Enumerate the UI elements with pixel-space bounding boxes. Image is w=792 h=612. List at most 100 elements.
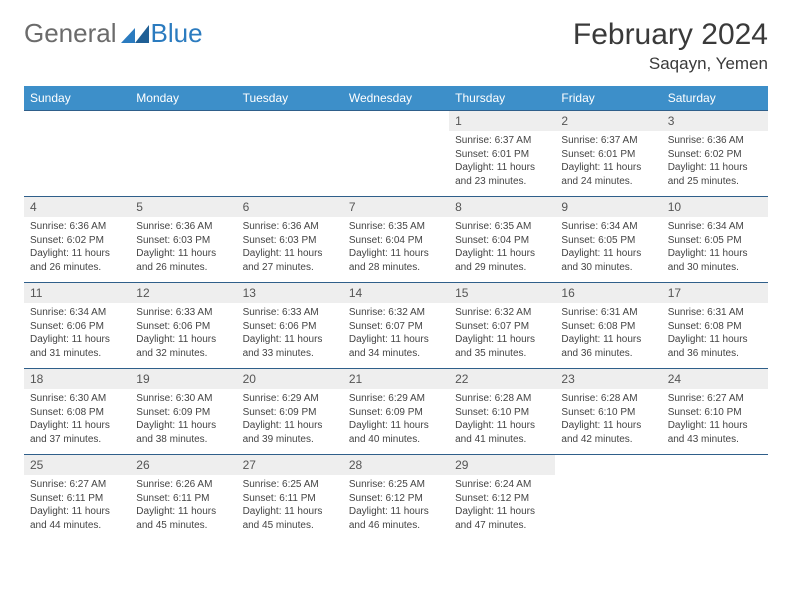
day-data: Sunrise: 6:36 AMSunset: 6:02 PMDaylight:… (662, 131, 768, 194)
day-data: Sunrise: 6:25 AMSunset: 6:11 PMDaylight:… (237, 475, 343, 538)
day-data: Sunrise: 6:24 AMSunset: 6:12 PMDaylight:… (449, 475, 555, 538)
day-number: 24 (662, 369, 768, 389)
day-data: Sunrise: 6:33 AMSunset: 6:06 PMDaylight:… (237, 303, 343, 366)
day-number: 1 (449, 111, 555, 131)
day-data: Sunrise: 6:34 AMSunset: 6:06 PMDaylight:… (24, 303, 130, 366)
day-number: 19 (130, 369, 236, 389)
day-data: Sunrise: 6:36 AMSunset: 6:03 PMDaylight:… (130, 217, 236, 280)
day-data: Sunrise: 6:32 AMSunset: 6:07 PMDaylight:… (343, 303, 449, 366)
weekday-header: Thursday (449, 86, 555, 111)
calendar-cell: 26Sunrise: 6:26 AMSunset: 6:11 PMDayligh… (130, 455, 236, 541)
day-number: 22 (449, 369, 555, 389)
calendar-cell: 16Sunrise: 6:31 AMSunset: 6:08 PMDayligh… (555, 283, 661, 369)
day-number: 7 (343, 197, 449, 217)
day-data: Sunrise: 6:25 AMSunset: 6:12 PMDaylight:… (343, 475, 449, 538)
calendar-cell: 6Sunrise: 6:36 AMSunset: 6:03 PMDaylight… (237, 197, 343, 283)
calendar-cell: 19Sunrise: 6:30 AMSunset: 6:09 PMDayligh… (130, 369, 236, 455)
calendar-cell: 21Sunrise: 6:29 AMSunset: 6:09 PMDayligh… (343, 369, 449, 455)
calendar-cell-empty (24, 111, 130, 197)
calendar-cell: 11Sunrise: 6:34 AMSunset: 6:06 PMDayligh… (24, 283, 130, 369)
day-number: 21 (343, 369, 449, 389)
calendar-body: 1Sunrise: 6:37 AMSunset: 6:01 PMDaylight… (24, 111, 768, 541)
location: Saqayn, Yemen (573, 54, 768, 74)
day-number: 29 (449, 455, 555, 475)
logo-mark-icon (121, 25, 149, 43)
day-data: Sunrise: 6:29 AMSunset: 6:09 PMDaylight:… (343, 389, 449, 452)
day-number: 28 (343, 455, 449, 475)
day-number: 18 (24, 369, 130, 389)
calendar-cell: 1Sunrise: 6:37 AMSunset: 6:01 PMDaylight… (449, 111, 555, 197)
day-data: Sunrise: 6:35 AMSunset: 6:04 PMDaylight:… (449, 217, 555, 280)
calendar-cell: 29Sunrise: 6:24 AMSunset: 6:12 PMDayligh… (449, 455, 555, 541)
day-data: Sunrise: 6:28 AMSunset: 6:10 PMDaylight:… (555, 389, 661, 452)
day-data: Sunrise: 6:37 AMSunset: 6:01 PMDaylight:… (555, 131, 661, 194)
calendar-cell: 12Sunrise: 6:33 AMSunset: 6:06 PMDayligh… (130, 283, 236, 369)
calendar-cell: 25Sunrise: 6:27 AMSunset: 6:11 PMDayligh… (24, 455, 130, 541)
weekday-header: Sunday (24, 86, 130, 111)
calendar-cell: 15Sunrise: 6:32 AMSunset: 6:07 PMDayligh… (449, 283, 555, 369)
day-number: 9 (555, 197, 661, 217)
logo-text-gray: General (24, 18, 117, 49)
calendar-cell: 14Sunrise: 6:32 AMSunset: 6:07 PMDayligh… (343, 283, 449, 369)
calendar-table: SundayMondayTuesdayWednesdayThursdayFrid… (24, 86, 768, 541)
day-data: Sunrise: 6:32 AMSunset: 6:07 PMDaylight:… (449, 303, 555, 366)
weekday-header: Saturday (662, 86, 768, 111)
calendar-cell: 7Sunrise: 6:35 AMSunset: 6:04 PMDaylight… (343, 197, 449, 283)
day-data: Sunrise: 6:30 AMSunset: 6:08 PMDaylight:… (24, 389, 130, 452)
day-number: 4 (24, 197, 130, 217)
calendar-cell: 23Sunrise: 6:28 AMSunset: 6:10 PMDayligh… (555, 369, 661, 455)
calendar-row: 25Sunrise: 6:27 AMSunset: 6:11 PMDayligh… (24, 455, 768, 541)
day-number: 10 (662, 197, 768, 217)
calendar-cell-empty (662, 455, 768, 541)
day-data: Sunrise: 6:27 AMSunset: 6:10 PMDaylight:… (662, 389, 768, 452)
day-number: 17 (662, 283, 768, 303)
day-data: Sunrise: 6:27 AMSunset: 6:11 PMDaylight:… (24, 475, 130, 538)
calendar-cell: 20Sunrise: 6:29 AMSunset: 6:09 PMDayligh… (237, 369, 343, 455)
weekday-header: Monday (130, 86, 236, 111)
calendar-cell: 22Sunrise: 6:28 AMSunset: 6:10 PMDayligh… (449, 369, 555, 455)
day-number: 12 (130, 283, 236, 303)
calendar-cell: 4Sunrise: 6:36 AMSunset: 6:02 PMDaylight… (24, 197, 130, 283)
day-data: Sunrise: 6:36 AMSunset: 6:02 PMDaylight:… (24, 217, 130, 280)
day-data: Sunrise: 6:37 AMSunset: 6:01 PMDaylight:… (449, 131, 555, 194)
title-block: February 2024 Saqayn, Yemen (573, 18, 768, 74)
weekday-header-row: SundayMondayTuesdayWednesdayThursdayFrid… (24, 86, 768, 111)
day-number: 2 (555, 111, 661, 131)
day-data: Sunrise: 6:34 AMSunset: 6:05 PMDaylight:… (555, 217, 661, 280)
day-number: 8 (449, 197, 555, 217)
weekday-header: Tuesday (237, 86, 343, 111)
day-data: Sunrise: 6:34 AMSunset: 6:05 PMDaylight:… (662, 217, 768, 280)
day-number: 26 (130, 455, 236, 475)
day-data: Sunrise: 6:29 AMSunset: 6:09 PMDaylight:… (237, 389, 343, 452)
weekday-header: Friday (555, 86, 661, 111)
calendar-cell-empty (130, 111, 236, 197)
header: General Blue February 2024 Saqayn, Yemen (24, 18, 768, 74)
day-number: 11 (24, 283, 130, 303)
calendar-cell: 3Sunrise: 6:36 AMSunset: 6:02 PMDaylight… (662, 111, 768, 197)
day-number: 25 (24, 455, 130, 475)
day-data: Sunrise: 6:31 AMSunset: 6:08 PMDaylight:… (662, 303, 768, 366)
logo-text-blue: Blue (151, 18, 203, 49)
day-data: Sunrise: 6:30 AMSunset: 6:09 PMDaylight:… (130, 389, 236, 452)
calendar-row: 18Sunrise: 6:30 AMSunset: 6:08 PMDayligh… (24, 369, 768, 455)
calendar-cell-empty (343, 111, 449, 197)
day-data: Sunrise: 6:26 AMSunset: 6:11 PMDaylight:… (130, 475, 236, 538)
calendar-cell: 9Sunrise: 6:34 AMSunset: 6:05 PMDaylight… (555, 197, 661, 283)
day-number: 3 (662, 111, 768, 131)
calendar-cell: 18Sunrise: 6:30 AMSunset: 6:08 PMDayligh… (24, 369, 130, 455)
calendar-cell: 10Sunrise: 6:34 AMSunset: 6:05 PMDayligh… (662, 197, 768, 283)
calendar-cell: 17Sunrise: 6:31 AMSunset: 6:08 PMDayligh… (662, 283, 768, 369)
calendar-row: 1Sunrise: 6:37 AMSunset: 6:01 PMDaylight… (24, 111, 768, 197)
day-data: Sunrise: 6:33 AMSunset: 6:06 PMDaylight:… (130, 303, 236, 366)
calendar-cell: 2Sunrise: 6:37 AMSunset: 6:01 PMDaylight… (555, 111, 661, 197)
calendar-row: 11Sunrise: 6:34 AMSunset: 6:06 PMDayligh… (24, 283, 768, 369)
day-number: 5 (130, 197, 236, 217)
weekday-header: Wednesday (343, 86, 449, 111)
calendar-cell: 27Sunrise: 6:25 AMSunset: 6:11 PMDayligh… (237, 455, 343, 541)
day-data: Sunrise: 6:28 AMSunset: 6:10 PMDaylight:… (449, 389, 555, 452)
day-number: 16 (555, 283, 661, 303)
day-data: Sunrise: 6:36 AMSunset: 6:03 PMDaylight:… (237, 217, 343, 280)
day-number: 6 (237, 197, 343, 217)
day-number: 14 (343, 283, 449, 303)
calendar-row: 4Sunrise: 6:36 AMSunset: 6:02 PMDaylight… (24, 197, 768, 283)
